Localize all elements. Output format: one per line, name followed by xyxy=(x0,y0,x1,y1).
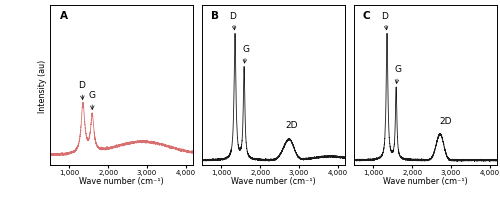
Text: G: G xyxy=(89,91,96,110)
Text: 2D: 2D xyxy=(440,117,452,126)
Text: C: C xyxy=(362,11,370,21)
Text: D: D xyxy=(78,81,85,100)
Text: D: D xyxy=(382,12,388,31)
Y-axis label: Intensity (au): Intensity (au) xyxy=(38,59,47,112)
Text: D: D xyxy=(229,12,236,31)
Text: G: G xyxy=(395,65,402,84)
Text: B: B xyxy=(210,11,218,21)
X-axis label: Wave number (cm⁻¹): Wave number (cm⁻¹) xyxy=(80,176,164,185)
Text: A: A xyxy=(60,11,68,21)
Text: G: G xyxy=(242,45,250,64)
X-axis label: Wave number (cm⁻¹): Wave number (cm⁻¹) xyxy=(384,176,468,185)
Text: 2D: 2D xyxy=(286,121,298,130)
X-axis label: Wave number (cm⁻¹): Wave number (cm⁻¹) xyxy=(232,176,316,185)
